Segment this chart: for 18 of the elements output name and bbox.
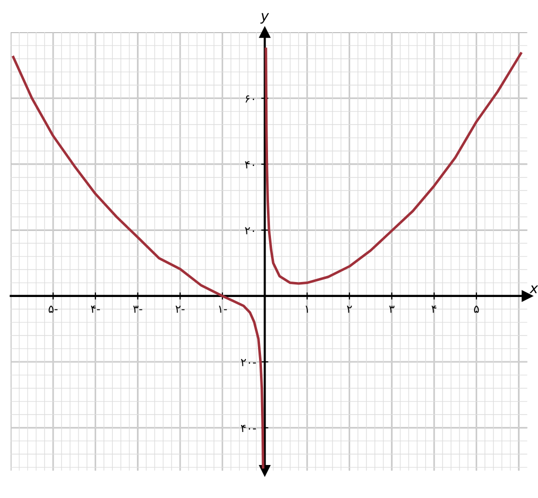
x-axis-title: x (529, 285, 538, 294)
x-tick-label: ۱- (218, 306, 227, 313)
y-tick-label: ۲۰- (240, 359, 256, 366)
x-tick-label: ۴ (432, 306, 436, 313)
y-tick-label: ۴۰ (244, 161, 254, 168)
y-tick-label: ۶۰ (246, 95, 254, 102)
x-tick-label: ۵ (474, 306, 479, 313)
y-tick-label: ۴۰- (240, 424, 256, 432)
y-tick-label: ۲۰ (244, 227, 254, 234)
x-tick-label: ۳ (389, 306, 394, 313)
x-tick-label: ۲- (176, 306, 185, 313)
x-tick-label: ۱ (306, 306, 308, 313)
x-tick-label: ۳- (133, 306, 142, 313)
x-tick-label: ۲ (346, 306, 352, 313)
x-tick-label: ۴- (90, 306, 100, 313)
line-series (264, 48, 522, 285)
x-tick-label: ۵- (48, 306, 58, 313)
y-axis-title: y (260, 13, 270, 24)
